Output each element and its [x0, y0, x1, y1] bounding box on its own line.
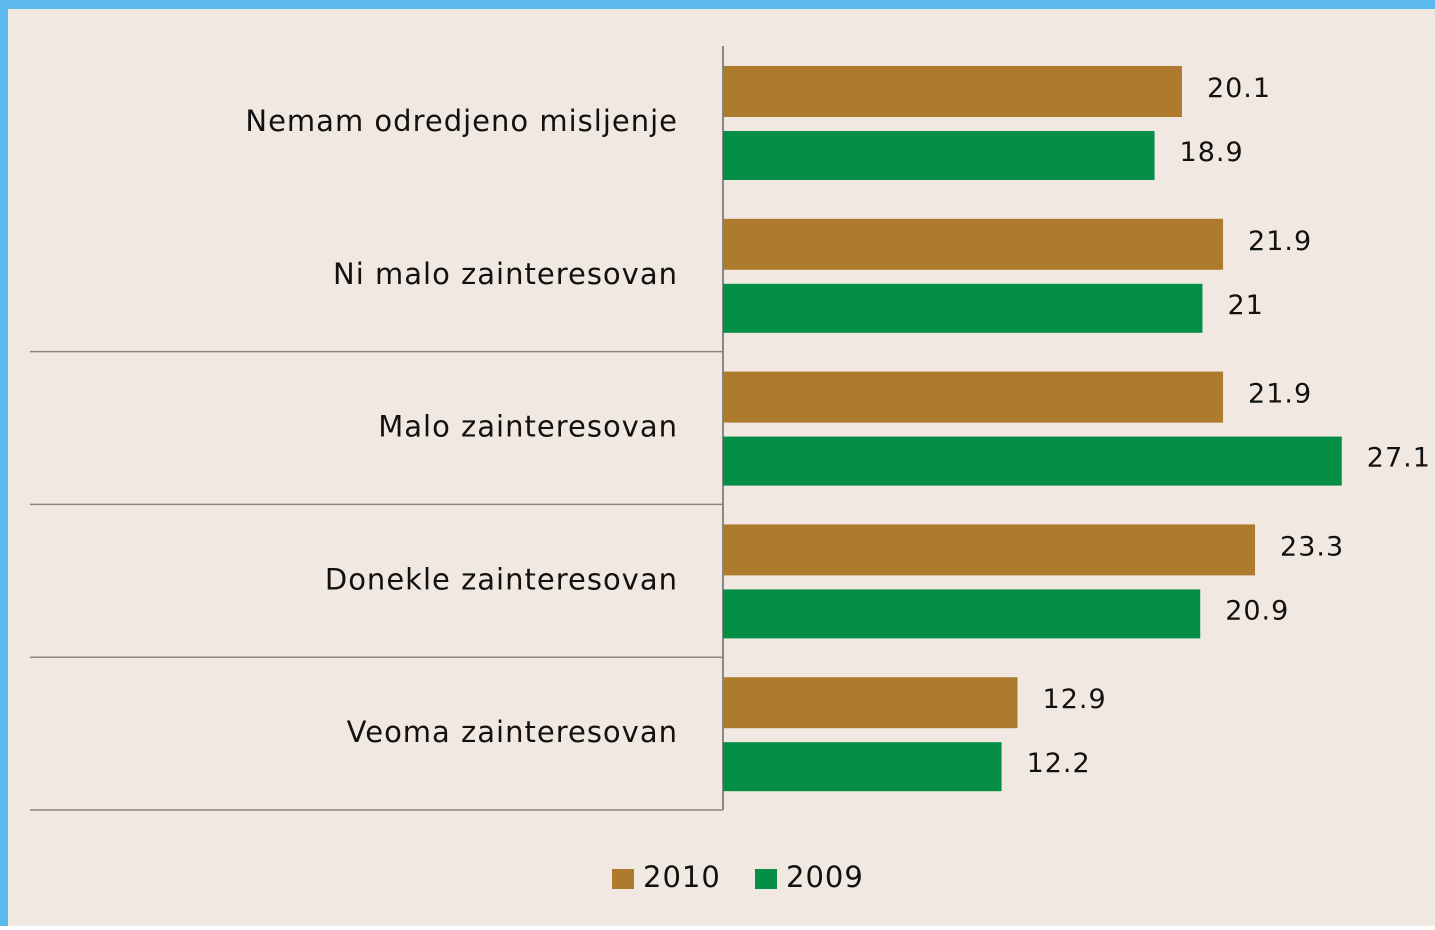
bar — [723, 524, 1256, 576]
bar — [723, 371, 1224, 423]
legend-swatch — [755, 869, 777, 889]
category-label: Nemam odredjeno misljenje — [245, 104, 678, 138]
value-label: 21.9 — [1248, 379, 1312, 410]
legend-label: 2009 — [786, 860, 864, 894]
bar — [723, 283, 1203, 333]
value-label: 18.9 — [1180, 137, 1244, 168]
legend-label: 2010 — [643, 860, 721, 894]
bar — [723, 66, 1182, 117]
category-label: Malo zainteresovan — [378, 410, 678, 444]
value-label: 12.2 — [1027, 748, 1091, 779]
value-label: 12.9 — [1043, 684, 1107, 715]
value-label: 21.9 — [1248, 226, 1312, 257]
bar — [723, 589, 1201, 639]
bar — [723, 131, 1155, 180]
value-label: 21 — [1228, 290, 1264, 321]
bar — [723, 436, 1342, 486]
bar — [723, 218, 1224, 270]
legend-swatch — [612, 869, 634, 889]
value-label: 23.3 — [1280, 531, 1344, 562]
category-label: Donekle zainteresovan — [325, 562, 678, 596]
bar — [723, 742, 1002, 792]
value-label: 20.9 — [1225, 595, 1289, 626]
value-label: 20.1 — [1207, 73, 1271, 104]
category-label: Ni malo zainteresovan — [333, 257, 678, 291]
category-label: Veoma zainteresovan — [347, 715, 678, 749]
value-label: 27.1 — [1367, 443, 1431, 474]
bar — [723, 677, 1018, 729]
